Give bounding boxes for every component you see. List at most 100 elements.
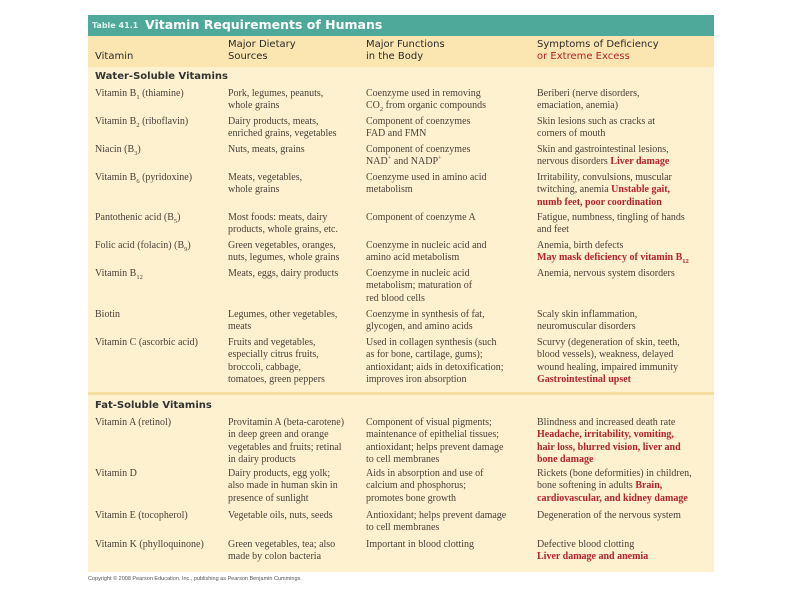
cell-sources: Most foods: meats, dairy products, whole … bbox=[228, 212, 338, 237]
cell-text: Coenzyme in synthesis of fat, glycogen, a… bbox=[366, 309, 485, 333]
cell-text: Nuts, meats, grains bbox=[228, 144, 305, 155]
cell-vitamin: Vitamin B2 (riboflavin) bbox=[95, 116, 188, 129]
cell-sources: Nuts, meats, grains bbox=[228, 144, 305, 156]
excess-text: Gastrointestinal upset bbox=[537, 373, 631, 385]
section-heading: Water-Soluble Vitamins bbox=[95, 71, 228, 82]
cell-text: Legumes, other vegetables, meats bbox=[228, 309, 338, 333]
cell-text: Beriberi (nerve disorders, emaciation, an… bbox=[537, 88, 640, 112]
table-title: Vitamin Requirements of Humans bbox=[145, 17, 383, 32]
cell-text: Component of visual pigments; maintenance… bbox=[366, 417, 504, 465]
cell-functions: Coenzyme in nucleic acid and amino acid m… bbox=[366, 240, 487, 265]
cell-text: Vitamin C (ascorbic acid) bbox=[95, 337, 198, 348]
cell-text: Coenzyme in nucleic acid and amino acid m… bbox=[366, 240, 487, 264]
vitamin-table: Table 41.1 Vitamin Requirements of Human… bbox=[88, 15, 714, 572]
cell-text: Biotin bbox=[95, 309, 121, 320]
cell-vitamin: Pantothenic acid (B5) bbox=[95, 212, 181, 225]
cell-text: Vitamin A (retinol) bbox=[95, 417, 172, 428]
cell-functions: Aids in absorption and use of calcium and… bbox=[366, 468, 484, 505]
cell-functions: Component of coenzyme A bbox=[366, 212, 476, 224]
table-number: Table 41.1 bbox=[92, 21, 139, 30]
header-symptoms: Symptoms of Deficiency or Extreme Excess bbox=[537, 39, 659, 63]
cell-text: Aids in absorption and use of calcium and… bbox=[366, 468, 484, 504]
cell-vitamin: Niacin (B3) bbox=[95, 144, 141, 157]
copyright-notice: Copyright © 2008 Pearson Education, Inc.… bbox=[88, 576, 302, 582]
cell-sources: Dairy products, egg yolk; also made in hu… bbox=[228, 468, 338, 505]
cell-text: Vitamin B bbox=[95, 88, 137, 99]
cell-text: Component of coenzymes FAD and FMN bbox=[366, 116, 471, 140]
cell-sources: Fruits and vegetables, especially citrus … bbox=[228, 337, 325, 386]
cell-text: Used in collagen synthesis (such as for b… bbox=[366, 337, 504, 385]
cell-text: Fruits and vegetables, especially citrus … bbox=[228, 337, 325, 385]
excess-text: Liver damage and anemia bbox=[537, 551, 649, 563]
cell-text: 6 bbox=[136, 178, 140, 185]
cell-vitamin: Vitamin A (retinol) bbox=[95, 417, 171, 429]
cell-text: Important in blood clotting bbox=[366, 539, 475, 550]
cell-vitamin: Vitamin K (phylloquinone) bbox=[95, 539, 204, 551]
cell-symptoms: Skin and gastrointestinal lesions, nervou… bbox=[537, 144, 669, 169]
excess-text: Headache, irritability, vomiting, hair lo… bbox=[537, 429, 681, 465]
cell-text: Component of coenzymes NAD bbox=[366, 144, 471, 168]
cell-functions: Component of visual pigments; maintenance… bbox=[366, 417, 503, 466]
cell-text: Scaly skin inflammation, neuromuscular di… bbox=[537, 309, 638, 333]
cell-text: Component of coenzyme A bbox=[366, 212, 476, 223]
cell-functions: Coenzyme used in amino acid metabolism bbox=[366, 172, 487, 197]
cell-functions: Component of coenzymes NAD+ and NADP+ bbox=[366, 144, 470, 169]
cell-sources: Green vegetables, oranges, nuts, legumes,… bbox=[228, 240, 339, 265]
cell-text: Vitamin B bbox=[95, 172, 137, 183]
cell-vitamin: Folic acid (folacin) (B9) bbox=[95, 240, 191, 253]
cell-sources: Provitamin A (beta-carotene) in deep gree… bbox=[228, 417, 344, 466]
cell-functions: Component of coenzymes FAD and FMN bbox=[366, 116, 470, 141]
cell-symptoms: Scaly skin inflammation, neuromuscular di… bbox=[537, 309, 637, 334]
cell-text: 5 bbox=[173, 218, 178, 225]
cell-symptoms: Defective blood clotting Liver damage and… bbox=[537, 539, 648, 564]
cell-symptoms: Fatigue, numbness, tingling of hands and … bbox=[537, 212, 685, 237]
cell-text: Rickets (bone deformities) in children, b… bbox=[537, 468, 692, 492]
cell-text: Pantothenic acid (B bbox=[95, 212, 174, 223]
cell-text: Vitamin D bbox=[95, 468, 137, 479]
cell-text: (pyridoxine) bbox=[139, 172, 193, 183]
cell-functions: Coenzyme in synthesis of fat, glycogen, a… bbox=[366, 309, 485, 334]
cell-text: Meats, eggs, dairy products bbox=[228, 268, 339, 279]
cell-functions: Antioxidant; helps prevent damage to cell… bbox=[366, 510, 506, 535]
excess-text: Brain, cardiovascular, and kidney damage bbox=[537, 480, 688, 504]
cell-text: + bbox=[387, 154, 392, 162]
cell-text: 9 bbox=[184, 246, 188, 253]
cell-text: Green vegetables, oranges, nuts, legumes,… bbox=[228, 240, 340, 264]
cell-sources: Green vegetables, tea; also made by colon… bbox=[228, 539, 335, 564]
cell-text: and NADP bbox=[391, 156, 439, 168]
cell-symptoms: Skin lesions such as cracks at corners of… bbox=[537, 116, 655, 141]
header-functions-line2: in the Body bbox=[366, 51, 424, 62]
cell-text: Skin and gastrointestinal lesions, nervou… bbox=[537, 144, 669, 168]
cell-symptoms: Anemia, birth defects May mask deficiency… bbox=[537, 240, 689, 265]
cell-text: Anemia, nervous system disorders bbox=[537, 268, 675, 279]
excess-text: 12 bbox=[682, 258, 689, 266]
header-functions-line1: Major Functions bbox=[366, 39, 445, 50]
cell-text: Folic acid (folacin) (B bbox=[95, 240, 185, 251]
cell-text: Most foods: meats, dairy products, whole … bbox=[228, 212, 338, 236]
excess-text: Liver damage bbox=[610, 156, 670, 168]
cell-text: Niacin (B bbox=[95, 144, 135, 155]
cell-symptoms: Scurvy (degeneration of skin, teeth, bloo… bbox=[537, 337, 680, 386]
cell-text: ) bbox=[177, 212, 181, 223]
cell-text: Irritability, convulsions, muscular twitc… bbox=[537, 172, 672, 196]
cell-functions: Coenzyme used in removing CO2 from organi… bbox=[366, 88, 486, 113]
cell-text: Fatigue, numbness, tingling of hands and … bbox=[537, 212, 685, 236]
cell-text: from organic compounds bbox=[383, 100, 487, 112]
cell-text: Vitamin E (tocopherol) bbox=[95, 510, 188, 521]
cell-sources: Dairy products, meats, enriched grains, v… bbox=[228, 116, 337, 141]
cell-text: Anemia, birth defects bbox=[537, 240, 624, 251]
cell-symptoms: Irritability, convulsions, muscular twitc… bbox=[537, 172, 672, 209]
cell-text: ) bbox=[187, 240, 191, 251]
cell-text: Coenzyme used in removing CO bbox=[366, 88, 481, 112]
cell-text: Coenzyme in nucleic acid metabolism; matu… bbox=[366, 268, 473, 304]
cell-text: Defective blood clotting bbox=[537, 539, 635, 550]
cell-functions: Coenzyme in nucleic acid metabolism; matu… bbox=[366, 268, 472, 305]
cell-text: Vitamin K (phylloquinone) bbox=[95, 539, 204, 550]
cell-text: Blindness and increased death rate bbox=[537, 417, 676, 428]
cell-vitamin: Vitamin B6 (pyridoxine) bbox=[95, 172, 193, 185]
cell-functions: Important in blood clotting bbox=[366, 539, 474, 551]
cell-text: Vitamin B bbox=[95, 116, 137, 127]
cell-vitamin: Vitamin E (tocopherol) bbox=[95, 510, 188, 522]
header-sources-line1: Major Dietary bbox=[228, 39, 296, 50]
cell-text: 2 bbox=[136, 122, 140, 129]
